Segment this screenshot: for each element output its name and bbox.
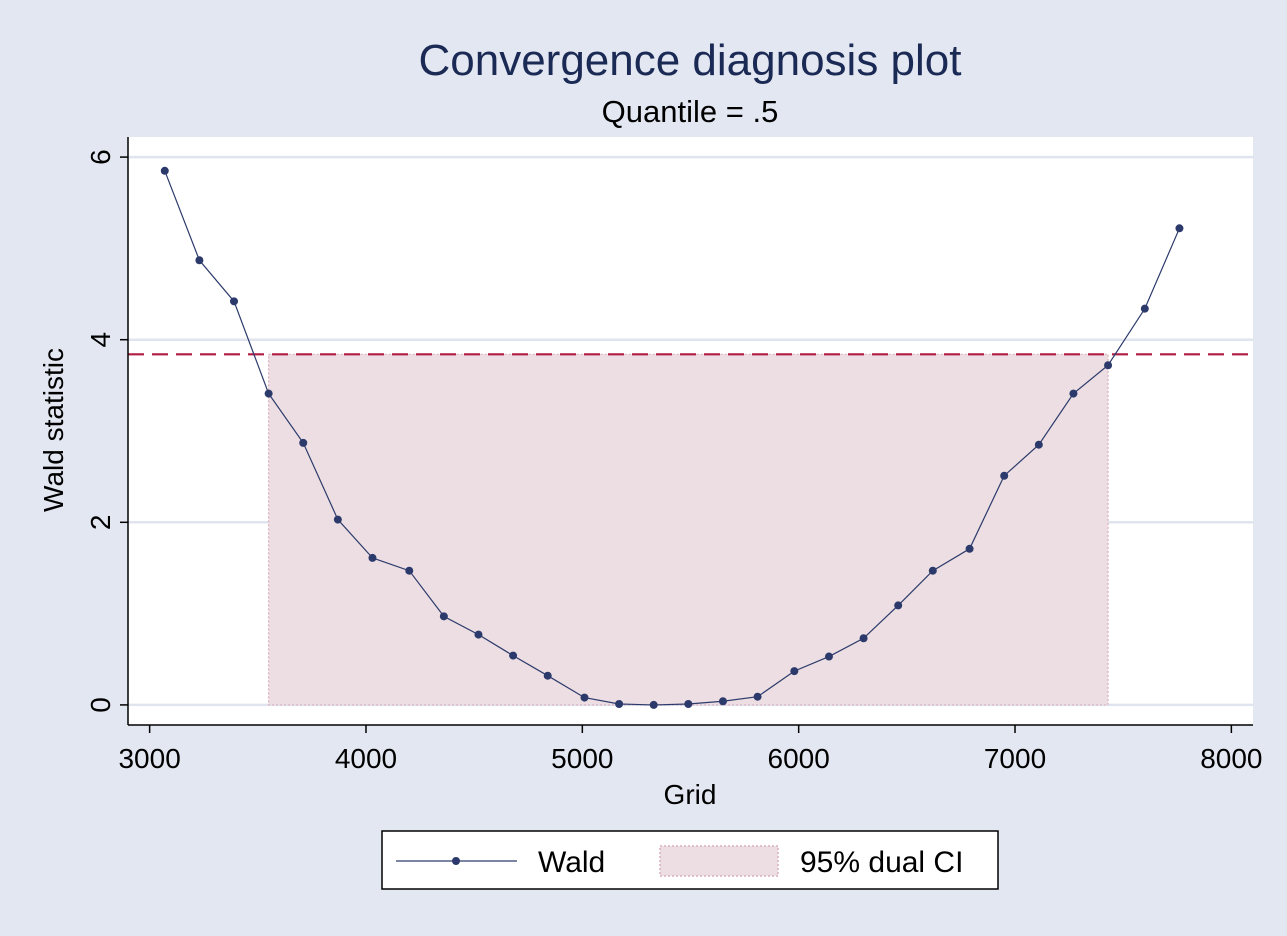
x-tick-label-8000: 8000 [1200, 743, 1262, 774]
x-tick-label-6000: 6000 [768, 743, 830, 774]
data-point-6 [368, 553, 377, 562]
data-point-17 [753, 692, 762, 701]
data-point-11 [543, 671, 552, 680]
data-point-24 [1000, 471, 1009, 480]
data-point-8 [439, 612, 448, 621]
data-point-19 [824, 652, 833, 661]
data-point-1 [195, 256, 204, 265]
data-point-21 [894, 601, 903, 610]
legend-ci-label: 95% dual CI [800, 846, 963, 879]
data-point-27 [1104, 361, 1113, 370]
data-point-0 [160, 166, 169, 175]
data-point-3 [264, 389, 273, 398]
y-axis-label: Wald statistic [38, 348, 69, 512]
data-point-13 [615, 700, 624, 708]
x-tick-label-4000: 4000 [335, 743, 397, 774]
data-point-22 [928, 566, 937, 575]
y-tick-label-4: 4 [85, 332, 116, 348]
data-point-29 [1175, 224, 1184, 233]
data-point-7 [405, 566, 414, 575]
x-tick-label-5000: 5000 [551, 743, 613, 774]
data-point-26 [1069, 389, 1078, 398]
legend-wald-label: Wald [538, 846, 605, 879]
data-point-10 [509, 651, 518, 660]
ticks-group: 3000 4000 5000 6000 7000 8000 0 2 4 6 [85, 149, 1263, 774]
data-point-15 [684, 700, 693, 708]
legend-ci-swatch [659, 845, 779, 877]
legend-wald-marker [452, 857, 460, 865]
data-point-12 [580, 693, 589, 702]
series-line-0 [164, 170, 1180, 706]
x-axis-label: Grid [664, 779, 717, 810]
data-point-20 [859, 634, 868, 643]
data-point-14 [649, 700, 658, 709]
series-group [160, 166, 1184, 709]
y-tick-label-6: 6 [85, 149, 116, 165]
x-tick-label-7000: 7000 [984, 743, 1046, 774]
y-tick-label-0: 0 [85, 697, 116, 713]
data-point-16 [718, 697, 727, 706]
data-point-4 [299, 438, 308, 447]
data-point-25 [1034, 440, 1043, 449]
data-point-2 [230, 297, 239, 306]
legend: Wald 95% dual CI [381, 830, 999, 890]
chart-title: Convergence diagnosis plot [418, 36, 961, 85]
data-point-5 [333, 515, 342, 524]
data-point-23 [965, 544, 974, 553]
data-point-28 [1140, 304, 1149, 313]
x-tick-label-3000: 3000 [118, 743, 180, 774]
data-point-18 [790, 667, 799, 676]
chart-subtitle: Quantile = .5 [602, 94, 779, 129]
y-tick-label-2: 2 [85, 515, 116, 531]
data-point-9 [474, 630, 483, 639]
axes-group [127, 137, 1253, 726]
ci-band-group [268, 353, 1109, 706]
ci-band [268, 353, 1109, 706]
